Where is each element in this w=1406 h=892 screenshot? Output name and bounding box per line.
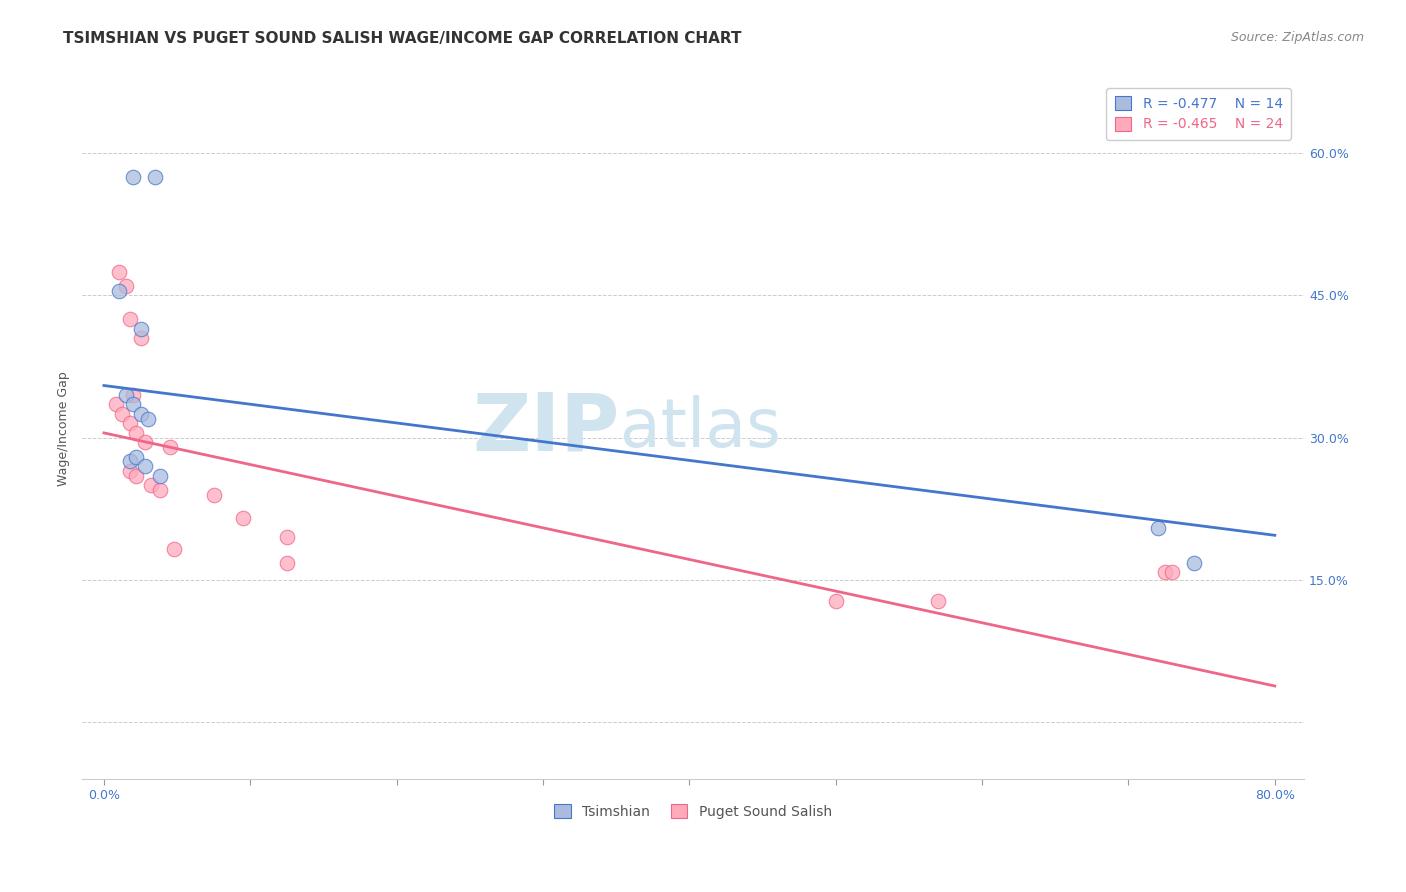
Point [129,407,152,421]
Point [104,397,127,411]
Point [824,593,846,607]
Point [134,435,156,450]
Point [148,468,170,483]
Point [120,417,142,431]
Point [120,312,142,326]
Point [125,425,148,440]
Point [148,483,170,497]
Point [122,397,145,411]
Point [1154,566,1177,580]
Point [129,321,152,335]
Point [232,511,254,525]
Point [202,487,225,501]
Text: TSIMSHIAN VS PUGET SOUND SALISH WAGE/INCOME GAP CORRELATION CHART: TSIMSHIAN VS PUGET SOUND SALISH WAGE/INC… [63,31,742,46]
Point [115,279,138,293]
Point [129,331,152,345]
Point [107,284,129,298]
Point [125,450,148,464]
Point [159,440,181,454]
Text: ZIP: ZIP [472,389,620,467]
Point [120,464,142,478]
Point [1146,521,1168,535]
Point [927,593,949,607]
Point [276,530,298,544]
Point [115,388,138,402]
Point [143,169,166,184]
Point [1161,566,1184,580]
Point [276,556,298,570]
Text: Source: ZipAtlas.com: Source: ZipAtlas.com [1230,31,1364,45]
Point [110,407,132,421]
Point [107,265,129,279]
Point [125,468,148,483]
Y-axis label: Wage/Income Gap: Wage/Income Gap [58,371,70,485]
Point [163,541,186,556]
Point [122,388,145,402]
Point [136,411,159,425]
Point [134,459,156,474]
Point [139,478,162,492]
Point [120,454,142,468]
Legend: Tsimshian, Puget Sound Salish: Tsimshian, Puget Sound Salish [548,798,838,824]
Point [1182,556,1205,570]
Text: atlas: atlas [620,395,780,461]
Point [122,169,145,184]
